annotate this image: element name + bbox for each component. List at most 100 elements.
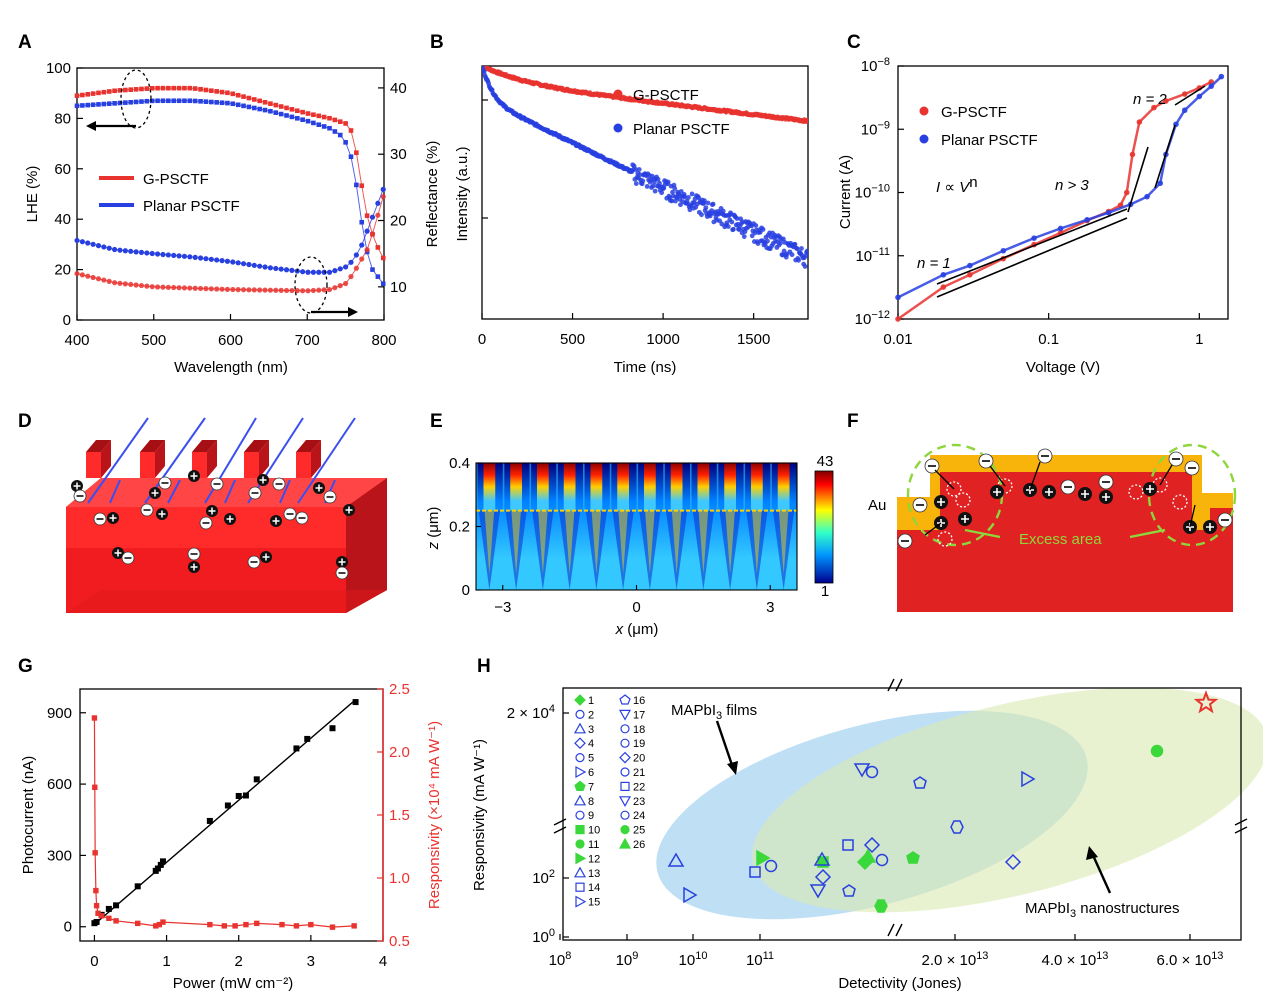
panel-a-point (305, 111, 311, 116)
panel-h-x-tick-label: 4.0 × 1013 (1042, 950, 1109, 969)
panel-e-hotspot (697, 463, 710, 511)
panel-g-photocurrent-point (242, 792, 249, 799)
panel-f-vacancy (946, 481, 962, 497)
panel-a-point (106, 101, 112, 106)
panel-a-point (251, 287, 257, 293)
panel-a-point (79, 272, 85, 278)
panel-e-gap (636, 463, 639, 511)
panel-h-legend-marker (619, 751, 631, 764)
panel-a-point (332, 268, 338, 274)
panel-g-x-axis-label: Power (mW cm⁻²) (173, 975, 293, 992)
panel-c-y-tick-label: 10−9 (861, 119, 890, 138)
panel-a-point (176, 253, 182, 259)
panel-a-x-tick-label: 400 (64, 332, 89, 349)
panel-a-point (354, 182, 359, 188)
panel-a-point (283, 267, 290, 273)
panel-e-y-axis-label: z (μm) (425, 507, 442, 551)
panel-a-point (235, 92, 241, 98)
panel-h-legend-number: 7 (588, 781, 594, 793)
panel-g-responsivity-point (153, 923, 159, 929)
panel-a-point (300, 288, 306, 294)
panel-b-point (765, 238, 770, 244)
panel-g-responsivity-point (160, 919, 166, 925)
panel-b-point (672, 186, 678, 191)
panel-g-responsivity-point (92, 850, 98, 856)
panel-b-legend-label-2: Planar PSCTF (633, 121, 730, 138)
panel-a-point (380, 255, 386, 261)
panel-h-y-tick-label: 100 (532, 927, 555, 946)
panel-e-gap (583, 463, 585, 511)
panel-a-point (181, 253, 188, 259)
panel-h-legend-marker (575, 709, 585, 720)
panel-g-photocurrent-point (224, 802, 231, 809)
panel-a-point (267, 265, 274, 271)
panel-b-point (652, 188, 658, 194)
panel-e-gap (502, 463, 505, 511)
panel-g-responsivity-point (232, 923, 238, 929)
panel-g-x-tick-label: 4 (379, 953, 387, 970)
panel-a-x-tick-label: 800 (371, 332, 396, 349)
panel-g-y2-tick-label: 2.5 (389, 681, 410, 698)
panel-a-point (364, 213, 370, 218)
panel-h-legend-marker (575, 765, 587, 779)
panel-a-point (155, 85, 160, 91)
panel-h-legend-number: 1 (588, 695, 594, 707)
panel-a-point (112, 280, 118, 286)
panel-g-photocurrent-point (134, 883, 141, 890)
panel-a-point (251, 262, 257, 268)
panel-e-gap (609, 463, 612, 511)
panel-a-point (326, 286, 333, 293)
panel-a-point (257, 287, 263, 293)
panel-a-point (310, 269, 316, 275)
panel-a-x-tick-label: 600 (218, 332, 243, 349)
panel-b-x-axis-label: Time (ns) (614, 359, 677, 376)
panel-g-responsivity-point (293, 923, 300, 929)
panel-e-cone (585, 510, 608, 590)
panel-b-point (705, 200, 711, 206)
panel-a-point (300, 269, 306, 275)
panel-a-point (214, 286, 220, 292)
panel-h-point (906, 851, 920, 864)
panel-a-point (203, 256, 209, 262)
panel-h-legend-marker (575, 882, 585, 892)
panel-g-photocurrent-point (293, 745, 300, 752)
panel-a-point (166, 85, 171, 91)
panel-a-point (123, 87, 128, 93)
panel-a-point (95, 243, 102, 249)
panel-g-x-tick-label: 1 (162, 953, 170, 970)
panel-d-fin-top (244, 440, 269, 452)
panel-f-hole-sign (1146, 485, 1154, 493)
panel-e-cone-core (591, 510, 602, 575)
panel-h-axis-break (895, 678, 903, 692)
panel-a-point (262, 107, 268, 113)
panel-a-point (326, 269, 333, 275)
panel-g-responsivity-point (106, 915, 112, 922)
panel-g-fit-line (93, 699, 357, 925)
panel-a-legend-label-2: Planar PSCTF (143, 198, 240, 215)
panel-a-point (192, 285, 198, 291)
panel-b-point (637, 172, 643, 177)
panel-e-hotspot (563, 463, 576, 511)
panel-h-legend-marker (620, 824, 630, 835)
panel-a-point (123, 100, 128, 105)
panel-b-point (686, 195, 691, 200)
panel-a-point (251, 97, 257, 102)
panel-c-point (967, 271, 973, 278)
panel-h-legend-marker (620, 810, 630, 820)
panel-c-point (1157, 180, 1164, 187)
panel-d-fin-front (296, 452, 311, 478)
panel-h-axis-break (553, 818, 567, 826)
panel-a-point (278, 266, 284, 272)
panel-g-photocurrent-point (159, 858, 166, 865)
panel-e-x-axis-label: x (μm) (615, 621, 659, 638)
panel-b-point (702, 198, 707, 203)
panel-g-y2-axis-label: Responsivity (×10⁴ mA W⁻¹) (426, 721, 443, 909)
panel-a-point (214, 257, 220, 263)
panel-e-cone-core (778, 510, 789, 575)
panel-h-legend-marker (573, 722, 587, 734)
panel-a-point (343, 121, 348, 126)
panel-h-point (875, 853, 889, 867)
panel-b-legend-marker-1 (613, 89, 623, 99)
panel-a-point (348, 128, 354, 133)
panel-a-point (117, 247, 123, 253)
